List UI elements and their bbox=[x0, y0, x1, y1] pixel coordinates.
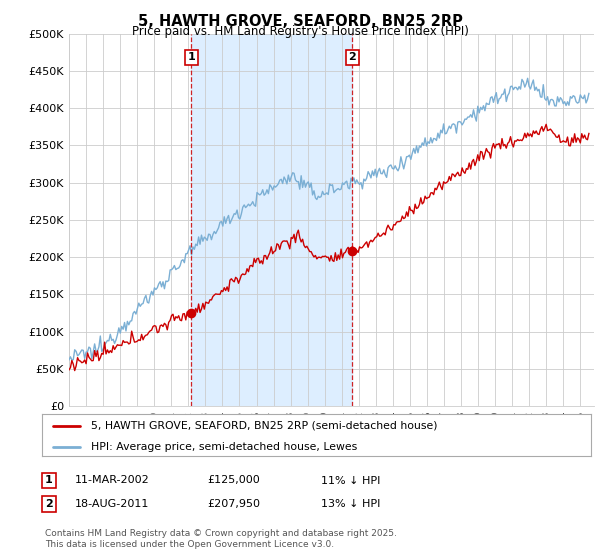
Text: Price paid vs. HM Land Registry's House Price Index (HPI): Price paid vs. HM Land Registry's House … bbox=[131, 25, 469, 38]
Text: 5, HAWTH GROVE, SEAFORD, BN25 2RP: 5, HAWTH GROVE, SEAFORD, BN25 2RP bbox=[137, 14, 463, 29]
Text: 5, HAWTH GROVE, SEAFORD, BN25 2RP (semi-detached house): 5, HAWTH GROVE, SEAFORD, BN25 2RP (semi-… bbox=[91, 421, 438, 431]
Text: Contains HM Land Registry data © Crown copyright and database right 2025.
This d: Contains HM Land Registry data © Crown c… bbox=[45, 529, 397, 549]
Text: £207,950: £207,950 bbox=[207, 499, 260, 509]
Text: 1: 1 bbox=[45, 475, 53, 486]
Text: 18-AUG-2011: 18-AUG-2011 bbox=[75, 499, 149, 509]
Text: £125,000: £125,000 bbox=[207, 475, 260, 486]
Bar bbox=[191, 34, 352, 406]
Text: 11% ↓ HPI: 11% ↓ HPI bbox=[321, 475, 380, 486]
Text: 13% ↓ HPI: 13% ↓ HPI bbox=[321, 499, 380, 509]
Text: HPI: Average price, semi-detached house, Lewes: HPI: Average price, semi-detached house,… bbox=[91, 442, 358, 452]
Text: 11-MAR-2002: 11-MAR-2002 bbox=[75, 475, 150, 486]
Text: 2: 2 bbox=[349, 53, 356, 62]
Text: 1: 1 bbox=[188, 53, 195, 62]
Text: 2: 2 bbox=[45, 499, 53, 509]
